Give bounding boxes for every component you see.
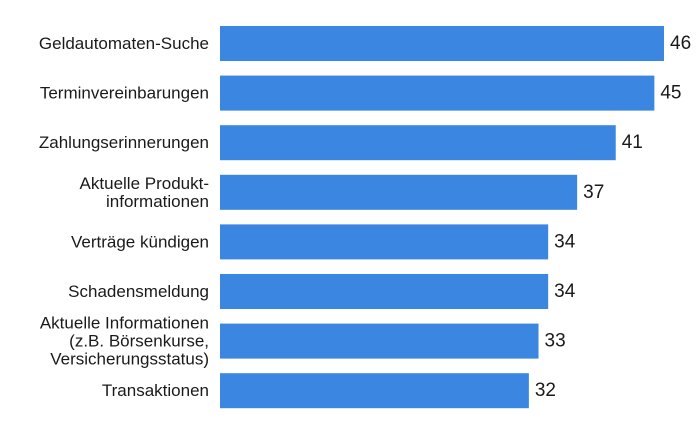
bar-5 <box>220 274 549 309</box>
value-label-4: 34 <box>554 231 576 252</box>
value-label-0: 46 <box>670 33 691 54</box>
bar-6 <box>220 323 539 359</box>
category-label-5: Schadensmeldung <box>68 282 209 301</box>
value-labels-group: 46 45 41 37 34 34 33 32 <box>535 33 691 401</box>
bar-3 <box>220 174 578 210</box>
value-label-5: 34 <box>554 281 576 302</box>
category-label-7: Transaktionen <box>102 381 209 400</box>
category-label-1: Terminvereinbarungen <box>40 84 209 103</box>
category-label-6: Aktuelle Informationen (z.B. Börsenkurse,… <box>40 314 209 369</box>
value-label-2: 41 <box>622 132 643 153</box>
bar-1 <box>220 75 655 111</box>
bar-7 <box>220 373 529 409</box>
bar-0 <box>220 26 664 61</box>
category-label-4: Verträge kündigen <box>71 232 209 251</box>
bar-4 <box>220 224 549 260</box>
category-label-0: Geldautomaten-Suche <box>39 34 209 53</box>
value-label-3: 37 <box>583 182 604 203</box>
value-label-7: 32 <box>535 380 556 401</box>
category-label-3: Aktuelle Produkt-informationen <box>80 174 209 211</box>
bar-2 <box>220 125 616 161</box>
value-label-1: 45 <box>660 83 681 104</box>
category-labels-group: Geldautomaten-Suche Terminvereinbarungen Z… <box>39 34 209 400</box>
bars-group <box>220 26 664 409</box>
category-label-2: Zahlungserinnerungen <box>39 133 209 152</box>
value-label-6: 33 <box>545 331 566 352</box>
